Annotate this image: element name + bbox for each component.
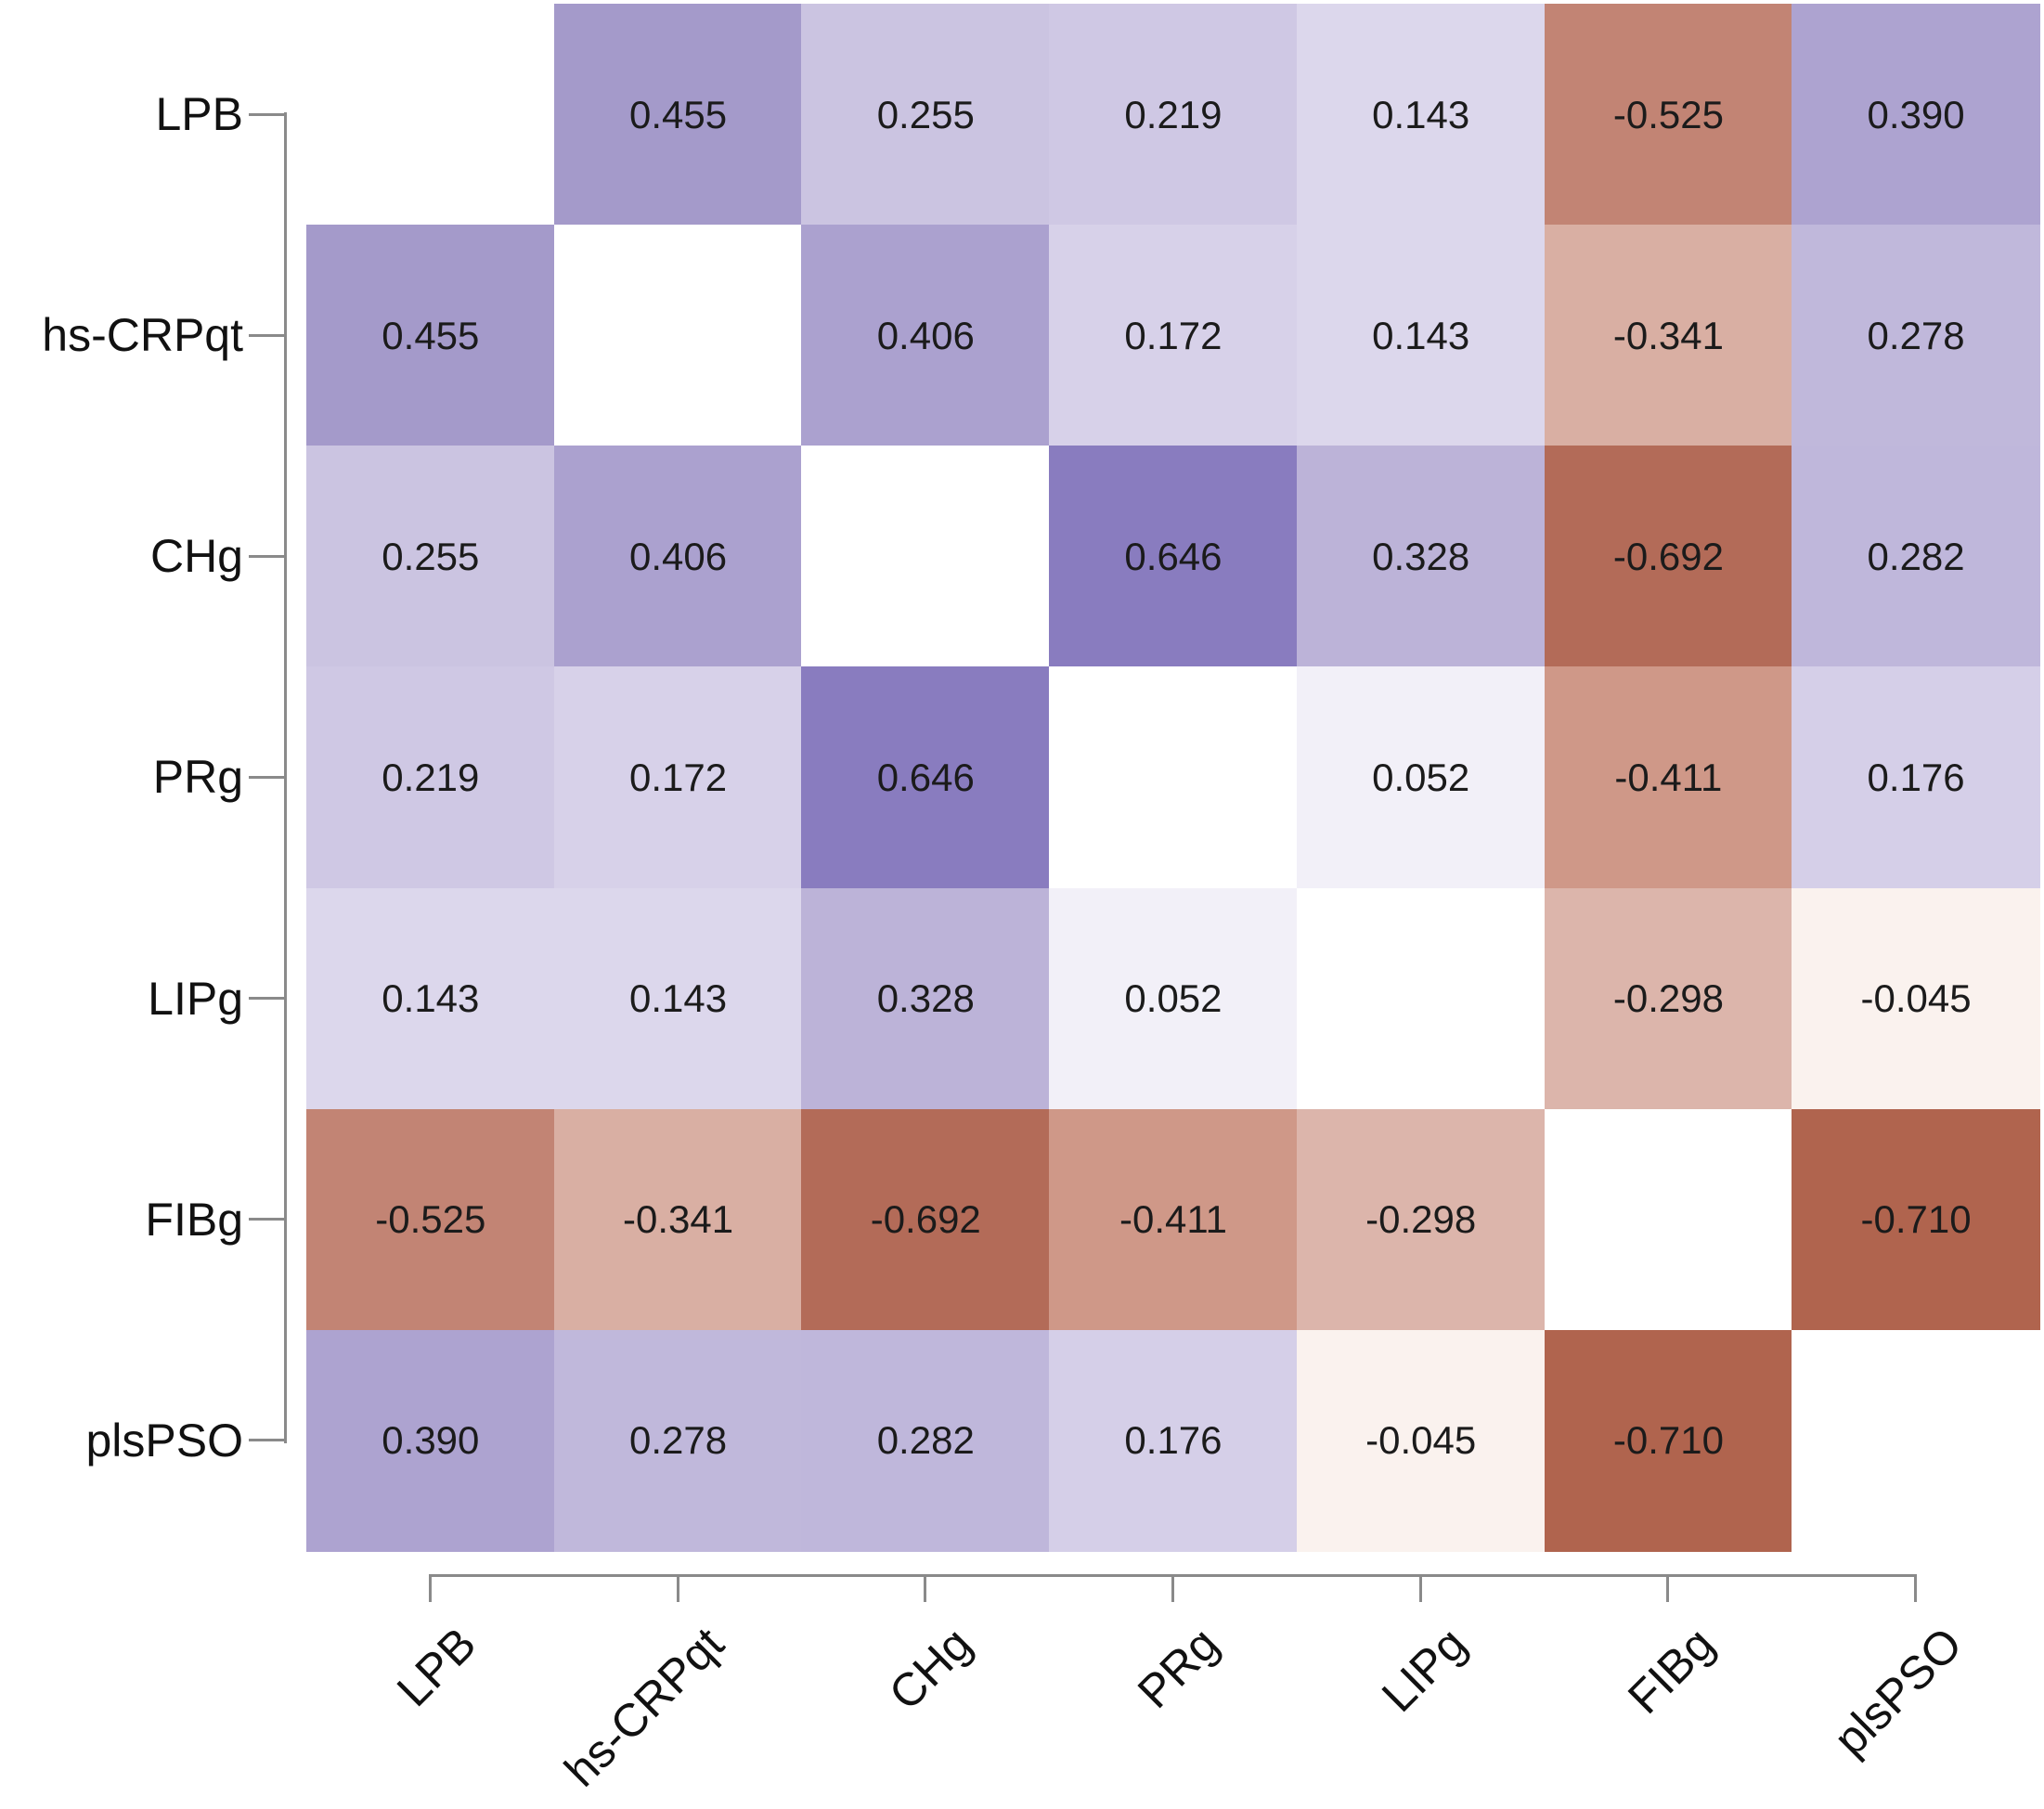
heatmap-cell-LPB-CHg: 0.255 bbox=[801, 4, 1051, 226]
heatmap-cell-LPB-plsPSO: 0.390 bbox=[1792, 4, 2040, 226]
heatmap-cell-hs-CRPqt-PRg: 0.172 bbox=[1049, 225, 1298, 447]
y-axis-label-PRg: PRg bbox=[152, 751, 243, 804]
heatmap-cell-PRg-plsPSO: 0.176 bbox=[1792, 666, 2040, 889]
heatmap-cell-LIPg-LIPg bbox=[1296, 887, 1546, 1110]
heatmap-cell-LPB-LIPg: 0.143 bbox=[1296, 4, 1546, 226]
heatmap-cell-CHg-LIPg: 0.328 bbox=[1296, 446, 1546, 668]
heatmap-cell-LIPg-CHg: 0.328 bbox=[801, 887, 1051, 1110]
heatmap-cell-plsPSO-FIBg: -0.710 bbox=[1544, 1329, 1793, 1552]
heatmap-cell-hs-CRPqt-plsPSO: 0.278 bbox=[1792, 225, 2040, 447]
heatmap-cell-PRg-CHg: 0.646 bbox=[801, 666, 1051, 889]
heatmap-cell-CHg-plsPSO: 0.282 bbox=[1792, 446, 2040, 668]
heatmap-cell-plsPSO-hs-CRPqt: 0.278 bbox=[553, 1329, 803, 1552]
heatmap-cell-CHg-CHg bbox=[801, 446, 1051, 668]
x-axis-tick bbox=[924, 1574, 927, 1602]
heatmap-cell-FIBg-PRg: -0.411 bbox=[1049, 1108, 1298, 1331]
heatmap-cell-FIBg-LIPg: -0.298 bbox=[1296, 1108, 1546, 1331]
y-axis-tick bbox=[249, 1218, 287, 1221]
y-axis-tick bbox=[249, 112, 287, 116]
heatmap-cell-LPB-PRg: 0.219 bbox=[1049, 4, 1298, 226]
heatmap-cell-plsPSO-plsPSO bbox=[1792, 1329, 2040, 1552]
heatmap-cell-FIBg-hs-CRPqt: -0.341 bbox=[553, 1108, 803, 1331]
heatmap-cell-hs-CRPqt-LPB: 0.455 bbox=[306, 225, 555, 447]
heatmap-cell-plsPSO-PRg: 0.176 bbox=[1049, 1329, 1298, 1552]
heatmap-cell-hs-CRPqt-CHg: 0.406 bbox=[801, 225, 1051, 447]
y-axis-tick bbox=[249, 554, 287, 558]
heatmap-cell-FIBg-plsPSO: -0.710 bbox=[1792, 1108, 2040, 1331]
heatmap-cell-FIBg-LPB: -0.525 bbox=[306, 1108, 555, 1331]
y-axis-label-LPB: LPB bbox=[155, 88, 243, 141]
heatmap-cell-plsPSO-LPB: 0.390 bbox=[306, 1329, 555, 1552]
heatmap-cell-PRg-FIBg: -0.411 bbox=[1544, 666, 1793, 889]
x-axis-tick bbox=[1418, 1574, 1422, 1602]
heatmap-cell-PRg-hs-CRPqt: 0.172 bbox=[553, 666, 803, 889]
heatmap-cell-FIBg-FIBg bbox=[1544, 1108, 1793, 1331]
x-axis-tick bbox=[1914, 1574, 1918, 1602]
heatmap-cell-hs-CRPqt-LIPg: 0.143 bbox=[1296, 225, 1546, 447]
heatmap-cell-LIPg-plsPSO: -0.045 bbox=[1792, 887, 2040, 1110]
heatmap-cell-CHg-PRg: 0.646 bbox=[1049, 446, 1298, 668]
heatmap-cell-PRg-LIPg: 0.052 bbox=[1296, 666, 1546, 889]
y-axis-label-plsPSO: plsPSO bbox=[85, 1414, 243, 1467]
heatmap-cell-LPB-LPB bbox=[306, 4, 555, 226]
y-axis-tick bbox=[249, 997, 287, 1001]
heatmap-cell-CHg-LPB: 0.255 bbox=[306, 446, 555, 668]
y-axis-tick bbox=[249, 333, 287, 337]
y-axis-label-LIPg: LIPg bbox=[148, 972, 243, 1025]
heatmap-cell-LIPg-PRg: 0.052 bbox=[1049, 887, 1298, 1110]
heatmap-cell-PRg-PRg bbox=[1049, 666, 1298, 889]
x-axis-tick bbox=[1666, 1574, 1670, 1602]
heatmap-cell-CHg-FIBg: -0.692 bbox=[1544, 446, 1793, 668]
heatmap-cell-PRg-LPB: 0.219 bbox=[306, 666, 555, 889]
heatmap-cell-hs-CRPqt-hs-CRPqt bbox=[553, 225, 803, 447]
heatmap-cell-LIPg-LPB: 0.143 bbox=[306, 887, 555, 1110]
x-axis-tick bbox=[428, 1574, 432, 1602]
y-axis-label-FIBg: FIBg bbox=[145, 1193, 243, 1246]
heatmap-cell-CHg-hs-CRPqt: 0.406 bbox=[553, 446, 803, 668]
y-axis-tick bbox=[249, 1439, 287, 1442]
x-axis-label-LPB: LPB bbox=[387, 1617, 486, 1717]
heatmap-cell-plsPSO-CHg: 0.282 bbox=[801, 1329, 1051, 1552]
heatmap-cell-LPB-FIBg: -0.525 bbox=[1544, 4, 1793, 226]
x-axis-tick bbox=[1171, 1574, 1174, 1602]
heatmap-cell-LIPg-FIBg: -0.298 bbox=[1544, 887, 1793, 1110]
heatmap-cell-LPB-hs-CRPqt: 0.455 bbox=[553, 4, 803, 226]
y-axis-label-hs-CRPqt: hs-CRPqt bbox=[42, 309, 243, 362]
y-axis-tick bbox=[249, 775, 287, 779]
heatmap-cell-plsPSO-LIPg: -0.045 bbox=[1296, 1329, 1546, 1552]
y-axis-label-CHg: CHg bbox=[149, 530, 243, 583]
heatmap-cell-LIPg-hs-CRPqt: 0.143 bbox=[553, 887, 803, 1110]
x-axis-tick bbox=[676, 1574, 679, 1602]
heatmap-cell-hs-CRPqt-FIBg: -0.341 bbox=[1544, 225, 1793, 447]
heatmap-cell-FIBg-CHg: -0.692 bbox=[801, 1108, 1051, 1331]
